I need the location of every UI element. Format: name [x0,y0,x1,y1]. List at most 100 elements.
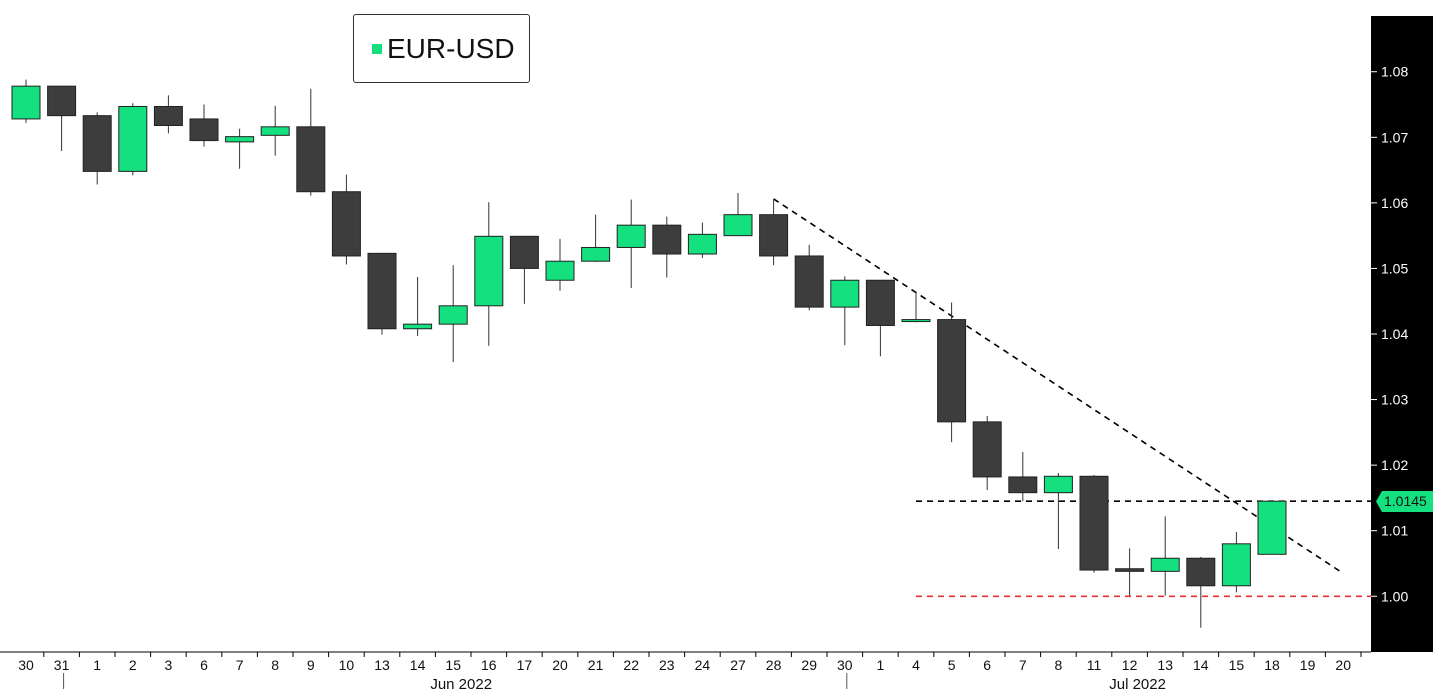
x-tick-label: 21 [588,657,604,673]
candle-body [509,235,539,269]
month-label: Jun 2022 [430,676,492,693]
candle-body [865,279,895,326]
x-tick-label: 5 [948,657,956,673]
x-tick-label: 17 [517,657,533,673]
candle [1221,532,1251,593]
candle-body [1186,557,1216,587]
candle-body [11,85,41,120]
legend: EUR-USD [353,14,530,83]
candle [972,415,1002,491]
candle-body [474,235,504,307]
candle [1186,556,1216,628]
candle [474,202,504,346]
x-tick-label: 8 [1055,657,1063,673]
candle-body [687,233,717,255]
y-tick-label: 1.07 [1381,129,1408,145]
x-tick-label: 11 [1087,657,1102,673]
candles [11,79,1287,628]
candle [1008,452,1038,502]
x-tick-label: 4 [912,657,920,673]
last-price-tag: 1.0145 [1376,491,1433,512]
candle-body [1043,475,1073,494]
candle [1079,474,1109,573]
x-tick-label: 3 [165,657,173,673]
annotations [773,198,1371,598]
candle [616,199,646,289]
y-tick-label: 1.00 [1381,588,1408,604]
x-tick-label: 22 [623,657,639,673]
x-tick-label: 1 [93,657,101,673]
candle-body [972,421,1002,478]
x-tick-label: 19 [1300,657,1316,673]
candle-body [438,305,468,325]
x-tick-label: 10 [339,657,355,673]
x-axis-ticks: 30 31 1 2 3 6 7 8 9 10 13 14 15 16 17 20 21 22 23 24 27 28 29 3… [18,652,1362,693]
candle [403,276,433,336]
candle-body [937,319,967,423]
candle-body [82,115,112,172]
candle [759,198,789,266]
candle [296,88,326,196]
candle-body [47,85,77,117]
candle-body [153,105,183,126]
candle [830,276,860,346]
x-tick-label: 20 [552,657,568,673]
candle [652,216,682,278]
candle-body [403,323,433,330]
candle [225,128,255,169]
candle-body [759,214,789,257]
legend-swatch-icon [372,43,382,54]
y-tick-label: 1.02 [1381,457,1408,473]
x-tick-label: 18 [1264,657,1280,673]
last-price-value: 1.0145 [1384,493,1427,509]
y-tick-label: 1.08 [1381,64,1408,80]
x-tick-label: 14 [410,657,426,673]
candle [1150,516,1180,596]
candle-body [1079,475,1109,571]
candle-body [260,126,290,136]
candle-body [296,126,326,193]
candle-body [1008,476,1038,494]
x-tick-label: 23 [659,657,675,673]
candle [937,302,967,443]
candle [82,112,112,185]
candle [581,214,611,262]
x-tick-label: 30 [837,657,853,673]
candle-body [1221,543,1251,587]
y-tick-label: 1.04 [1381,326,1408,342]
x-tick-label: 6 [200,657,208,673]
x-tick-label: 28 [766,657,782,673]
x-tick-label: 1 [877,657,885,673]
candle-body [225,136,255,143]
candle-body [901,319,931,323]
x-tick-label: 27 [730,657,746,673]
x-tick-label: 6 [983,657,991,673]
candle [189,104,219,147]
candle [1043,473,1073,550]
y-axis-panel [1371,16,1433,652]
month-label: Jul 2022 [1109,676,1166,693]
candle [331,174,361,265]
candle [723,193,753,237]
candle [865,279,895,357]
candle-body [367,252,397,330]
x-tick-label: 13 [374,657,390,673]
x-tick-label: 20 [1335,657,1351,673]
y-axis-ticks: 1.00 1.01 1.02 1.03 1.04 1.05 1.06 1.07 1.08 [1371,64,1408,604]
candle [509,235,539,304]
candle-body [1257,500,1287,555]
candle [47,85,77,152]
candle-body [118,105,148,172]
x-tick-label: 7 [236,657,244,673]
y-tick-label: 1.01 [1381,523,1408,539]
y-tick-label: 1.05 [1381,260,1408,276]
candle [901,292,931,323]
candle-body [189,118,219,142]
candle-body [616,224,646,248]
x-tick-label: 31 [54,657,70,673]
x-tick-label: 12 [1122,657,1138,673]
candle-body [794,255,824,308]
x-tick-label: 2 [129,657,137,673]
candle [438,265,468,363]
candle [1115,548,1145,596]
